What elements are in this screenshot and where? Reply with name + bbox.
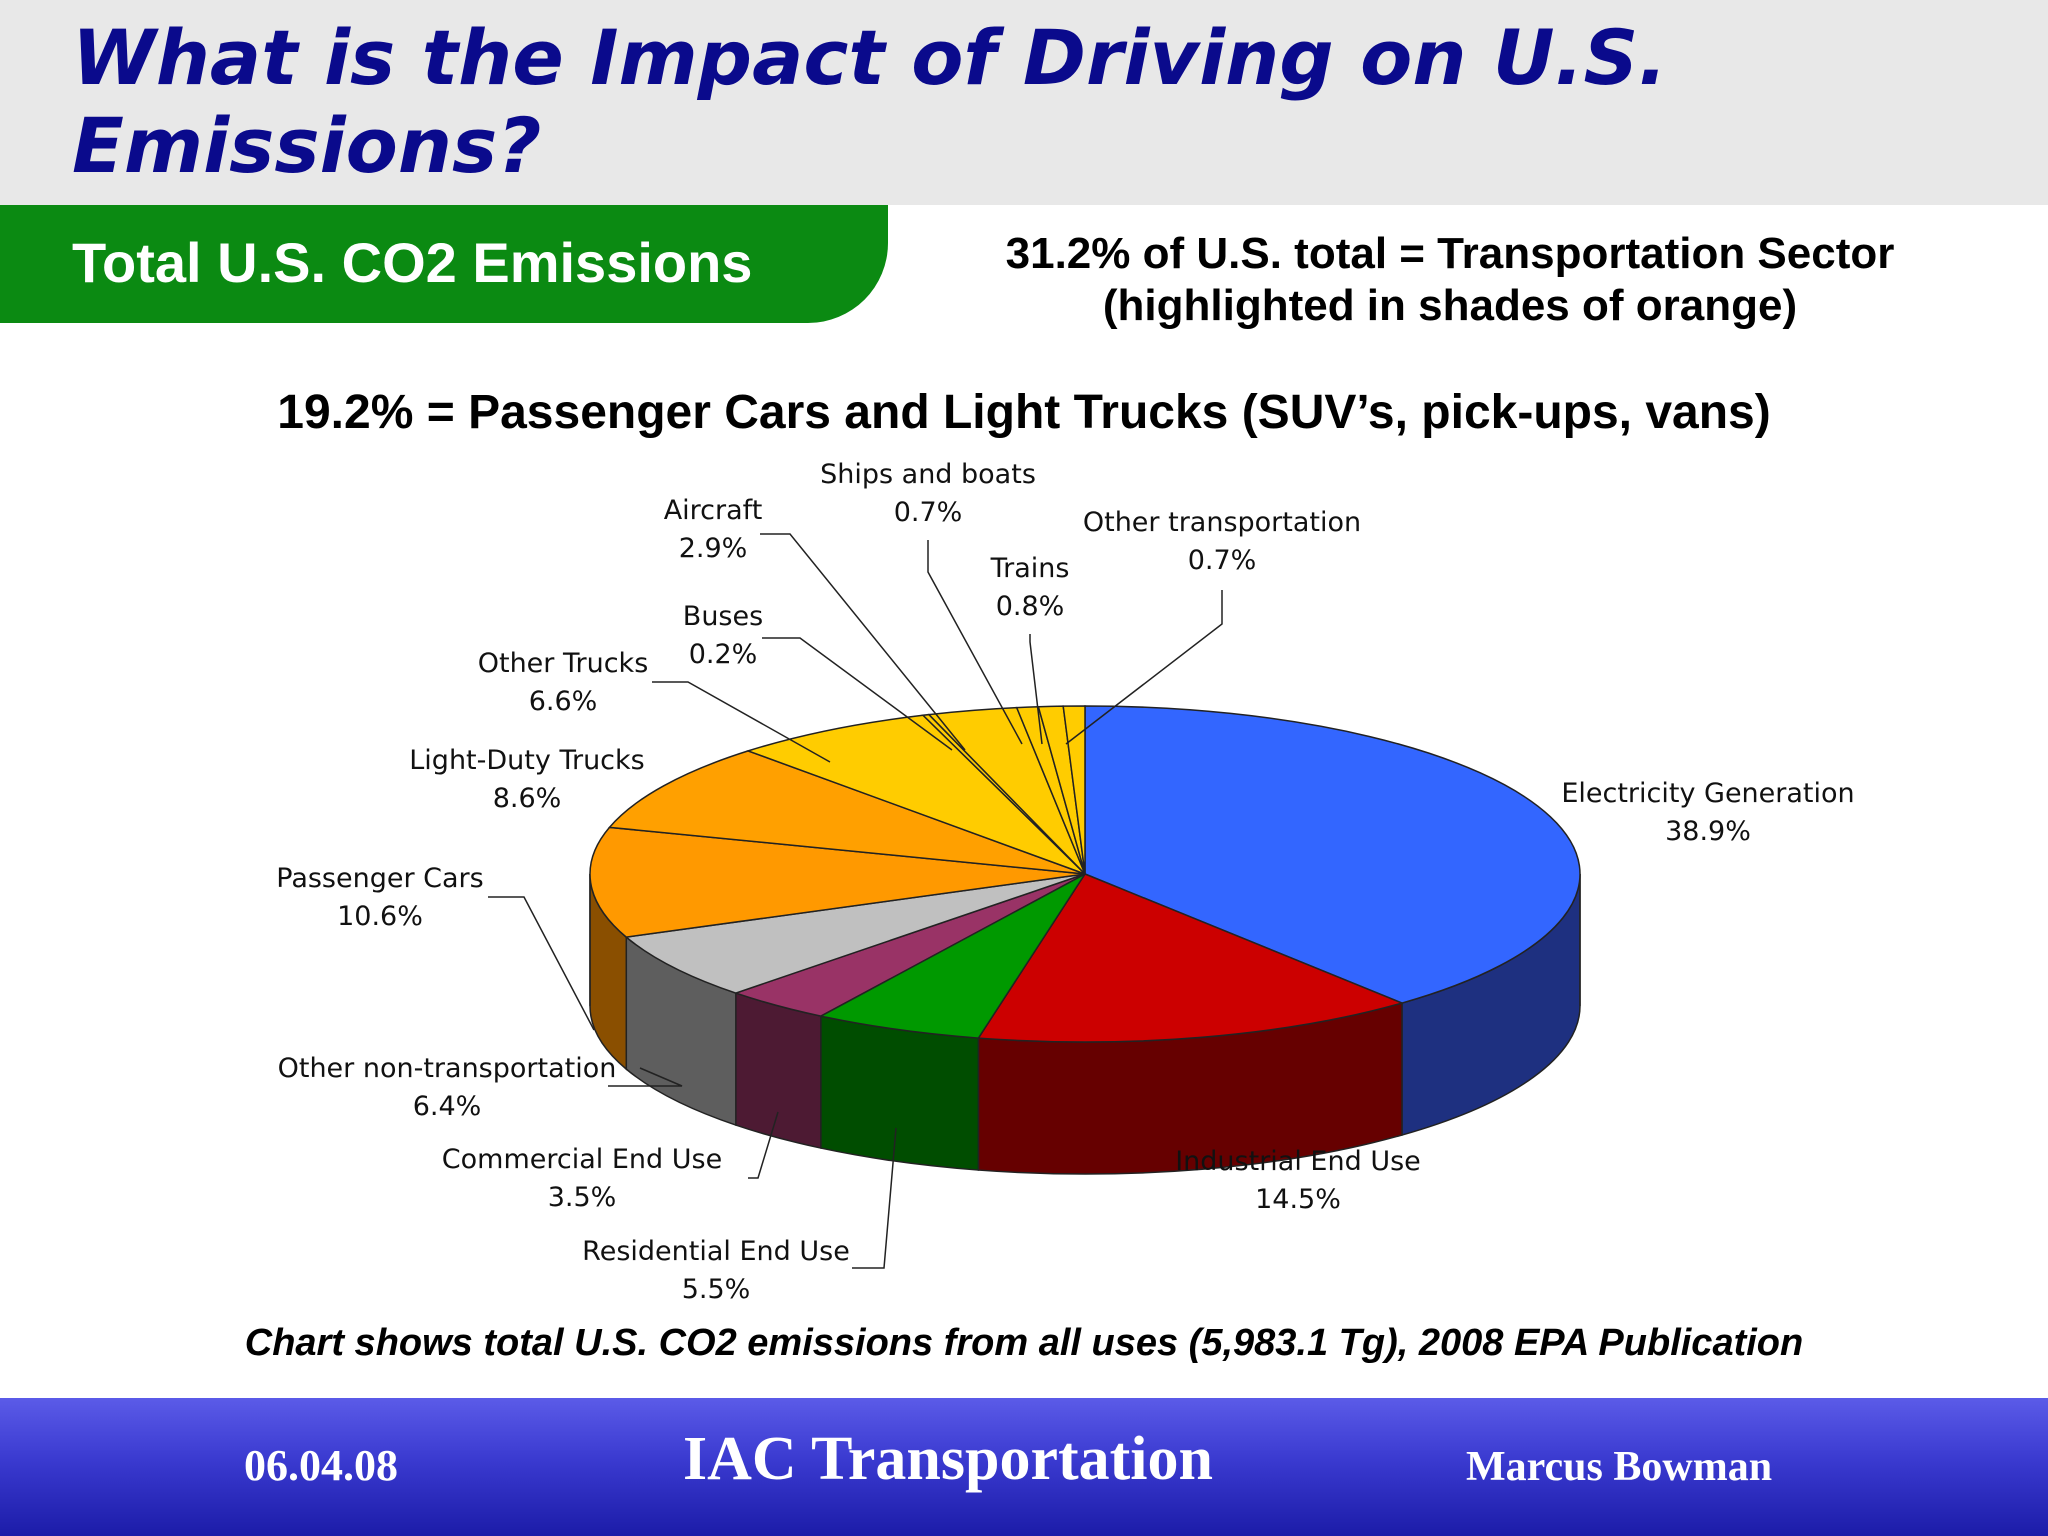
- pie-chart: Electricity Generation 38.9% Industrial En…: [276, 459, 1854, 1305]
- slice-electricity-generation: [1084, 705, 1581, 1004]
- slice-passenger-cars: [589, 826, 1086, 938]
- leader-passenger-cars: [488, 896, 595, 1031]
- leader-buses: [762, 637, 953, 751]
- pie-leaders: [488, 533, 1223, 1269]
- chart-caption: Chart shows total U.S. CO2 emissions fro…: [244, 1322, 1804, 1364]
- label-aircraft: Aircraft: [664, 495, 763, 526]
- leader-ships-and-boats: [927, 540, 1023, 745]
- slide-title: What is the Impact of Driving on U.S. Em…: [72, 13, 1668, 190]
- value-other-non-transportation: 6.4%: [413, 1091, 482, 1122]
- label-other-trucks: Other Trucks: [478, 648, 649, 679]
- value-residential-end-use: 5.5%: [682, 1274, 751, 1305]
- slice-industrial-end-use: [977, 873, 1405, 1043]
- side-residential-end-use: [820, 1015, 980, 1171]
- summary-line-1: 31.2% of U.S. total = Transportation Sec…: [1005, 229, 1895, 278]
- leader-commercial-end-use: [748, 1111, 779, 1179]
- footer-author: Marcus Bowman: [1466, 1444, 1773, 1490]
- side-commercial-end-use: [735, 992, 822, 1150]
- passenger-note: 19.2% = Passenger Cars and Light Trucks …: [277, 386, 1771, 439]
- transport-summary: 31.2% of U.S. total = Transportation Sec…: [940, 228, 1960, 332]
- label-electricity-generation: Electricity Generation: [1561, 778, 1854, 809]
- value-passenger-cars: 10.6%: [337, 901, 423, 932]
- leader-other-trucks: [652, 681, 831, 763]
- title-bar: [0, 0, 2048, 205]
- subtitle-tab: [0, 205, 888, 323]
- value-trains: 0.8%: [996, 591, 1065, 622]
- label-residential-end-use: Residential End Use: [582, 1236, 850, 1267]
- footer-title: IAC Transportation: [683, 1425, 1213, 1493]
- slice-other-non-transportation: [624, 873, 1086, 994]
- slice-other-transportation: [1062, 705, 1086, 875]
- pie-labels: Electricity Generation 38.9% Industrial En…: [276, 459, 1854, 1305]
- pie-tops: [589, 705, 1581, 1043]
- leader-residential-end-use: [852, 1127, 897, 1269]
- leader-trains: [1029, 634, 1043, 745]
- value-industrial-end-use: 14.5%: [1255, 1184, 1341, 1215]
- label-light-duty-trucks: Light-Duty Trucks: [409, 745, 644, 776]
- summary-line-2: (highlighted in shades of orange): [1102, 281, 1798, 330]
- leader-other-non-transportation: [608, 1067, 683, 1087]
- value-ships-and-boats: 0.7%: [894, 497, 963, 528]
- slice-residential-end-use: [818, 873, 1086, 1039]
- value-other-trucks: 6.6%: [529, 686, 598, 717]
- label-ships-and-boats: Ships and boats: [820, 459, 1036, 490]
- value-other-transportation: 0.7%: [1188, 545, 1257, 576]
- label-other-transportation: Other transportation: [1083, 507, 1361, 538]
- slice-other-trucks: [745, 714, 1086, 875]
- footer-bar: [0, 1398, 2048, 1536]
- value-buses: 0.2%: [689, 639, 758, 670]
- label-commercial-end-use: Commercial End Use: [442, 1144, 722, 1175]
- label-buses: Buses: [683, 601, 763, 632]
- footer-date: 06.04.08: [244, 1441, 398, 1490]
- value-commercial-end-use: 3.5%: [548, 1182, 617, 1213]
- leader-aircraft: [760, 533, 966, 751]
- value-electricity-generation: 38.9%: [1665, 816, 1751, 847]
- leader-other-transportation: [1065, 590, 1223, 745]
- value-aircraft: 2.9%: [679, 533, 748, 564]
- slice-light-duty-trucks: [607, 750, 1086, 875]
- label-trains: Trains: [990, 553, 1070, 584]
- label-passenger-cars: Passenger Cars: [276, 863, 483, 894]
- label-industrial-end-use: Industrial End Use: [1175, 1146, 1421, 1177]
- label-other-non-transportation: Other non-transportation: [278, 1053, 617, 1084]
- value-light-duty-trucks: 8.6%: [493, 783, 562, 814]
- subtitle: Total U.S. CO2 Emissions: [72, 231, 753, 294]
